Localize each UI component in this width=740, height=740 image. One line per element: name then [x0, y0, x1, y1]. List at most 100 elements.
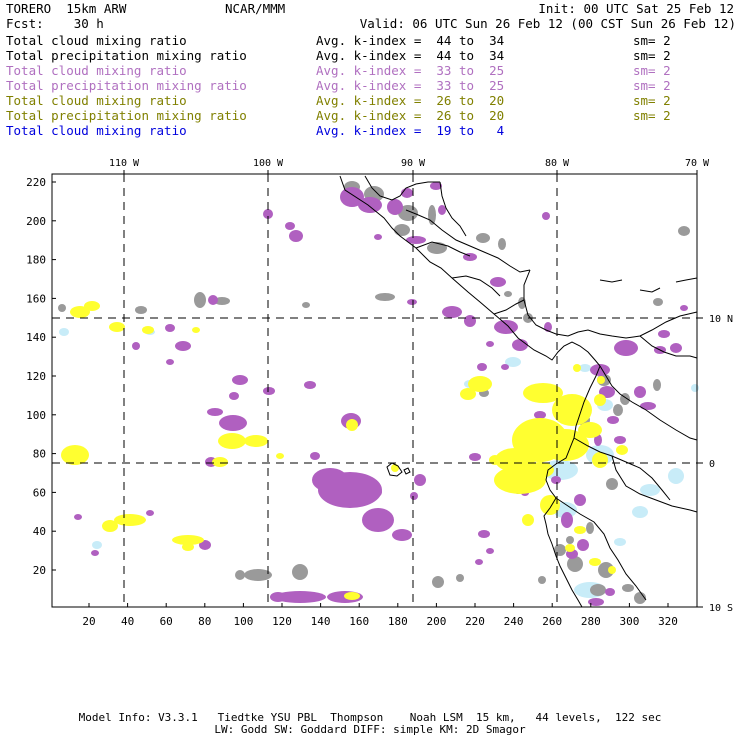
- purple-blob: [670, 343, 682, 353]
- latitude-label: 0: [709, 459, 715, 470]
- yellow-field: [61, 301, 628, 600]
- gray-blob: [566, 536, 574, 544]
- gray-blob: [606, 478, 618, 490]
- lightblue-blob: [632, 506, 648, 518]
- y-tick-label: 60: [33, 486, 46, 499]
- init-time: Init: 00 UTC Sat 25 Feb 12: [538, 1, 734, 16]
- coastline: [599, 279, 623, 283]
- yellow-blob: [552, 394, 592, 426]
- x-tick-label: 320: [658, 615, 678, 628]
- purple-blob: [590, 364, 610, 376]
- yellow-blob: [574, 526, 586, 534]
- legend-label: Total precipitation mixing ratio: [6, 78, 247, 93]
- gray-blob: [653, 298, 663, 306]
- purple-blob: [366, 486, 382, 498]
- x-tick-label: 240: [504, 615, 524, 628]
- coastline: [451, 275, 501, 297]
- purple-blob: [166, 359, 174, 365]
- purple-blob: [374, 234, 382, 240]
- purple-blob: [165, 324, 175, 332]
- purple-blob: [410, 492, 418, 500]
- gray-field: [58, 181, 690, 604]
- legend-label: Total cloud mixing ratio: [6, 63, 187, 78]
- purple-blob: [478, 530, 490, 538]
- purple-blob: [406, 236, 426, 244]
- x-tick-label: 260: [542, 615, 562, 628]
- x-tick-label: 60: [160, 615, 173, 628]
- gray-blob: [427, 242, 447, 254]
- yellow-blob: [526, 462, 554, 478]
- longitude-label: 100 W: [253, 158, 284, 169]
- purple-blob: [285, 222, 295, 230]
- yellow-blob: [495, 448, 535, 472]
- model-title: TORERO 15km ARW: [6, 1, 127, 16]
- yellow-blob: [182, 543, 194, 551]
- yellow-blob: [523, 383, 563, 403]
- yellow-blob: [114, 514, 146, 526]
- coastline: [611, 455, 698, 513]
- gray-blob: [244, 569, 272, 581]
- yellow-blob: [589, 558, 601, 566]
- purple-blob: [634, 386, 646, 398]
- gray-blob: [590, 584, 606, 596]
- gray-blob: [194, 292, 206, 308]
- purple-blob: [501, 364, 509, 370]
- purple-blob: [289, 230, 303, 242]
- purple-blob: [175, 341, 191, 351]
- yellow-blob: [84, 301, 100, 311]
- purple-blob: [551, 476, 561, 484]
- purple-blob: [199, 540, 211, 550]
- longitude-label: 80 W: [545, 158, 570, 169]
- yellow-blob: [597, 376, 605, 384]
- coastline: [415, 241, 471, 257]
- legend-row: Total cloud mixing ratio Avg. k-index = 1…: [6, 123, 734, 138]
- purple-blob: [132, 342, 140, 350]
- legend-smoothing: sm= 2: [633, 63, 671, 78]
- gray-blob: [498, 238, 506, 250]
- legend-row: Total precipitation mixing ratio Avg. k-i…: [6, 48, 734, 63]
- yellow-blob: [344, 592, 360, 600]
- purple-blob: [407, 299, 417, 305]
- y-tick-label: 140: [26, 331, 46, 344]
- gray-blob: [653, 379, 661, 391]
- gray-blob: [214, 297, 230, 305]
- purple-blob: [91, 550, 99, 556]
- legend-label: Total cloud mixing ratio: [6, 123, 187, 138]
- lightblue-blob: [542, 460, 578, 480]
- gray-blob: [292, 564, 308, 580]
- x-tick-label: 80: [198, 615, 211, 628]
- x-tick-label: 20: [82, 615, 95, 628]
- purple-blob: [614, 340, 638, 356]
- gray-blob: [586, 522, 594, 534]
- y-tick-label: 80: [33, 448, 46, 461]
- gray-blob: [622, 584, 634, 592]
- lat-lon-grid: [52, 174, 697, 607]
- purple-blob: [392, 529, 412, 541]
- purple-blob: [208, 295, 218, 305]
- legend-smoothing: sm= 2: [633, 33, 671, 48]
- x-tick-label: 140: [311, 615, 331, 628]
- legend-smoothing: sm= 2: [633, 93, 671, 108]
- purple-blob: [146, 510, 154, 516]
- purple-blob: [442, 306, 462, 318]
- purple-blob: [340, 187, 364, 207]
- legend-kindex: Avg. k-index = 33 to 25: [316, 63, 505, 78]
- purple-blob: [232, 375, 248, 385]
- y-tick-label: 20: [33, 564, 46, 577]
- purple-blob: [229, 392, 239, 400]
- gray-blob: [456, 574, 464, 582]
- legend-label: Total cloud mixing ratio: [6, 93, 187, 108]
- purple-blob: [304, 381, 316, 389]
- yellow-blob: [346, 419, 358, 431]
- purple-blob: [263, 209, 273, 219]
- legend-kindex: Avg. k-index = 19 to 4: [316, 123, 505, 138]
- y-tick-label: 120: [26, 370, 46, 383]
- purple-blob: [207, 408, 223, 416]
- purple-blob: [490, 277, 506, 287]
- yellow-blob: [541, 429, 589, 461]
- x-tick-label: 40: [121, 615, 134, 628]
- yellow-blob: [109, 322, 125, 332]
- purple-blob: [438, 205, 446, 215]
- cloud-fields: [58, 181, 699, 606]
- coastline: [543, 365, 601, 608]
